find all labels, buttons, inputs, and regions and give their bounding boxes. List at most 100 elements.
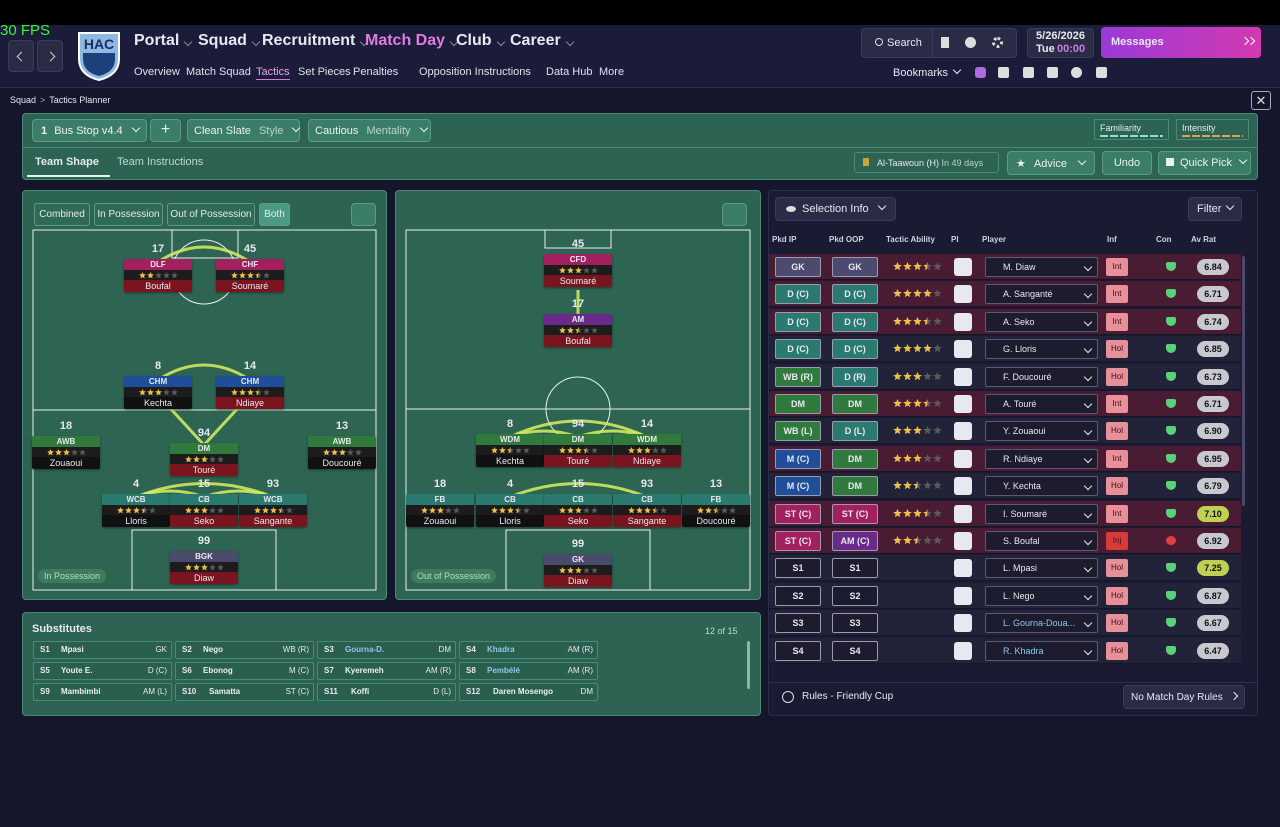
player-select[interactable]: R. Ndiaye	[985, 448, 1098, 469]
sub-nav-item[interactable]: Overview	[134, 66, 180, 78]
position-pill[interactable]: D (R)	[832, 366, 878, 387]
player-select[interactable]: L. Mpasi	[985, 558, 1098, 579]
breadcrumb-item[interactable]: Squad	[10, 95, 37, 105]
pi-button[interactable]	[954, 477, 972, 496]
view-toggle[interactable]: Out of Possession	[167, 203, 255, 226]
position-pill[interactable]: D (L)	[832, 421, 878, 442]
player-card[interactable]: WDM Kechta	[476, 434, 544, 467]
intensity[interactable]: Intensity	[1176, 119, 1249, 140]
substitute-row[interactable]: S12 Daren Mosengo DM	[459, 683, 598, 701]
player-card[interactable]: DM Touré	[544, 434, 612, 467]
player-card[interactable]: WCB Lloris	[102, 494, 170, 527]
position-pill[interactable]: ST (C)	[832, 503, 878, 524]
pi-button[interactable]	[954, 285, 972, 304]
position-pill[interactable]: S4	[832, 640, 878, 661]
table-scrollbar[interactable]	[1242, 256, 1245, 506]
tactic-select[interactable]: 1 Bus Stop v4.4	[32, 119, 147, 142]
scrollbar[interactable]	[747, 641, 750, 689]
bookmark-icon[interactable]	[941, 37, 949, 48]
bookmark-icon[interactable]	[975, 67, 986, 78]
table-row[interactable]: D (C) D (C) A. Sanganté Int 6.71	[769, 281, 1241, 308]
pi-button[interactable]	[954, 449, 972, 468]
table-row[interactable]: DM DM A. Touré Int 6.71	[769, 391, 1241, 417]
position-pill[interactable]: GK	[832, 257, 878, 277]
sub-nav-item[interactable]: Penalties	[353, 66, 399, 78]
player-card[interactable]: FB Doucouré	[682, 494, 750, 527]
pitch-settings[interactable]	[351, 203, 376, 226]
pi-button[interactable]	[954, 340, 972, 359]
table-row[interactable]: S4 S4 R. Khadra Hol 6.47	[769, 637, 1241, 664]
view-toggle[interactable]: Both	[259, 203, 290, 226]
player-card[interactable]: CB Lloris	[476, 494, 544, 527]
substitute-row[interactable]: S6 Ebonog M (C)	[175, 662, 314, 680]
pi-button[interactable]	[954, 422, 972, 441]
player-card[interactable]: CHF Soumaré	[216, 259, 284, 292]
position-pill[interactable]: S1	[775, 558, 821, 579]
player-card[interactable]: BGK Diaw	[170, 551, 238, 584]
player-card[interactable]: CFD Soumaré	[544, 254, 612, 287]
pi-button[interactable]	[954, 641, 972, 660]
player-card[interactable]: WCB Sangante	[239, 494, 307, 527]
sub-nav-item[interactable]: More	[599, 66, 625, 78]
player-card[interactable]: DLF Boufal	[124, 259, 192, 292]
player-select[interactable]: Y. Zouaoui	[985, 421, 1098, 442]
player-select[interactable]: F. Doucouré	[985, 366, 1098, 387]
position-pill[interactable]: GK	[775, 257, 821, 277]
substitute-row[interactable]: S4 Khadra AM (R)	[459, 641, 598, 659]
table-row[interactable]: ST (C) AM (C) S. Boufal Inj 6.92	[769, 528, 1241, 554]
date-box[interactable]	[1027, 28, 1094, 58]
bookmark-icon[interactable]	[998, 67, 1009, 78]
position-pill[interactable]: ST (C)	[775, 531, 821, 551]
table-row[interactable]: GK GK M. Diaw Int 6.84	[769, 254, 1241, 280]
nav-item[interactable]: Career	[510, 32, 574, 50]
player-card[interactable]: FB Zouaoui	[406, 494, 474, 527]
player-card[interactable]: CB Seko	[170, 494, 238, 527]
position-pill[interactable]: D (C)	[832, 284, 878, 305]
nav-item[interactable]: Club	[456, 32, 505, 50]
player-card[interactable]: CHM Kechta	[124, 376, 192, 409]
nav-item[interactable]: Recruitment	[262, 32, 369, 50]
player-select[interactable]: M. Diaw	[985, 257, 1098, 277]
player-card[interactable]: GK Diaw	[544, 554, 612, 587]
bookmark-icon[interactable]	[1096, 67, 1107, 78]
search-button[interactable]: Search	[875, 37, 922, 49]
position-pill[interactable]: DM	[775, 394, 821, 414]
position-pill[interactable]: DM	[832, 476, 878, 497]
advice-button[interactable]: ★ Advice	[1007, 151, 1095, 175]
sub-nav-item[interactable]: Opposition Instructions	[419, 66, 531, 78]
player-select[interactable]: I. Soumaré	[985, 503, 1098, 524]
mentality-select[interactable]: Cautious Mentality	[308, 119, 431, 142]
position-pill[interactable]: D (C)	[832, 339, 878, 360]
table-row[interactable]: S3 S3 L. Gourna-Doua... Hol 6.67	[769, 610, 1241, 637]
player-select[interactable]: Y. Kechta	[985, 476, 1098, 497]
position-pill[interactable]: D (C)	[775, 284, 821, 305]
tab[interactable]: Team Instructions	[117, 156, 204, 168]
pi-button[interactable]	[954, 532, 972, 550]
view-toggle[interactable]: Combined	[34, 203, 90, 226]
selection-info-button[interactable]: Selection Info	[775, 197, 896, 221]
table-row[interactable]: D (C) D (C) A. Seko Int 6.74	[769, 308, 1241, 335]
player-select[interactable]: L. Gourna-Doua...	[985, 613, 1098, 634]
player-select[interactable]: G. Lloris	[985, 339, 1098, 360]
sub-nav-item[interactable]: Tactics	[256, 66, 290, 80]
position-pill[interactable]: D (C)	[775, 311, 821, 332]
position-pill[interactable]: AM (C)	[832, 531, 878, 551]
messages-button[interactable]	[1101, 27, 1261, 58]
player-card[interactable]: CB Sangante	[613, 494, 681, 527]
player-card[interactable]: CHM Ndiaye	[216, 376, 284, 409]
position-pill[interactable]: S3	[832, 613, 878, 634]
substitute-row[interactable]: S1 Mpasi GK	[33, 641, 172, 659]
position-pill[interactable]: D (C)	[775, 339, 821, 360]
settings-icon[interactable]	[992, 37, 1003, 48]
nav-item[interactable]: Match Day	[365, 32, 459, 50]
substitute-row[interactable]: S7 Kyeremeh AM (R)	[317, 662, 456, 680]
bookmarks-button[interactable]: Bookmarks	[893, 65, 962, 79]
nav-item[interactable]: Portal	[134, 32, 193, 50]
position-pill[interactable]: S3	[775, 613, 821, 634]
player-card[interactable]: AWB Zouaoui	[32, 436, 100, 469]
player-card[interactable]: AWB Doucouré	[308, 436, 376, 469]
add-tactic[interactable]: +	[150, 119, 181, 142]
substitute-row[interactable]: S10 Samatta ST (C)	[175, 683, 314, 701]
match-day-rules-button[interactable]: No Match Day Rules	[1123, 685, 1245, 709]
pi-button[interactable]	[954, 614, 972, 633]
